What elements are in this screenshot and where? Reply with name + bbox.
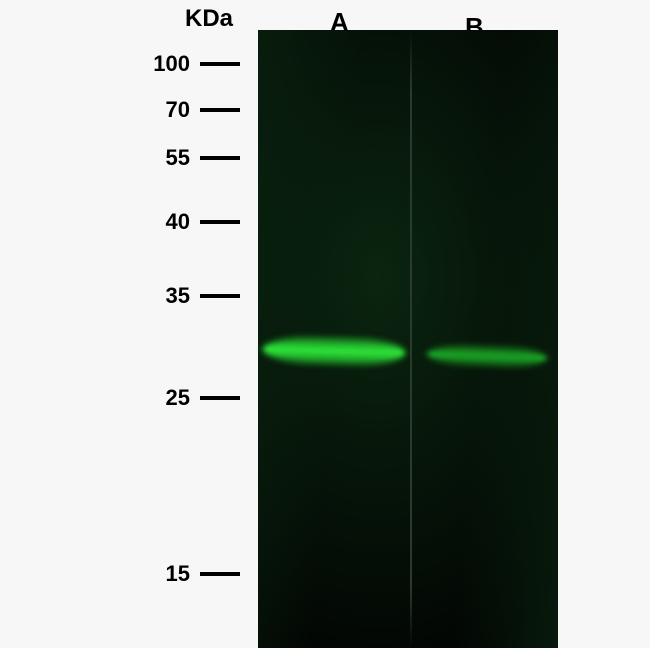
unit-label: KDa — [185, 5, 233, 33]
mw-tick-35 — [200, 294, 240, 298]
mw-label-70: 70 — [130, 97, 190, 123]
mw-label-40: 40 — [130, 209, 190, 235]
mw-tick-55 — [200, 156, 240, 160]
mw-label-15: 15 — [130, 561, 190, 587]
mw-label-35: 35 — [130, 283, 190, 309]
mw-label-100: 100 — [130, 51, 190, 77]
mw-tick-25 — [200, 396, 240, 400]
lane-separator — [410, 30, 412, 648]
mw-label-55: 55 — [130, 145, 190, 171]
mw-label-25: 25 — [130, 385, 190, 411]
mw-tick-100 — [200, 62, 240, 66]
mw-tick-70 — [200, 108, 240, 112]
mw-tick-40 — [200, 220, 240, 224]
gel-image — [258, 30, 558, 648]
mw-tick-15 — [200, 572, 240, 576]
